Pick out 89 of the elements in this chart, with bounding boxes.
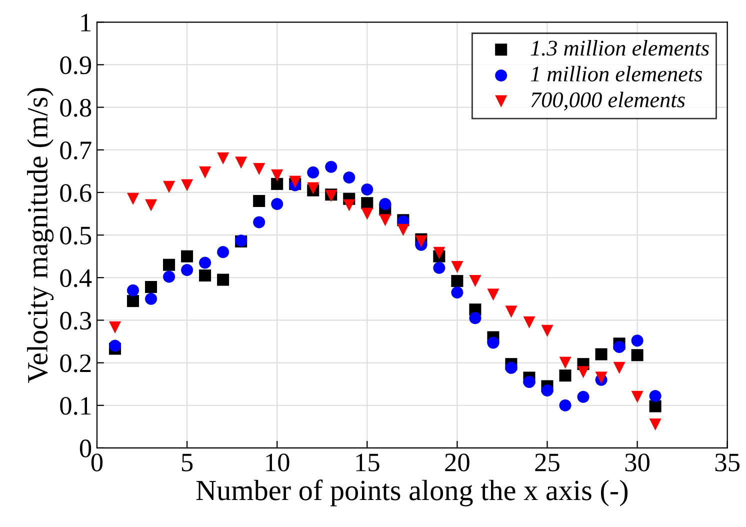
- x-tick-label: 10: [266, 454, 290, 472]
- point: [559, 370, 572, 382]
- point: [577, 390, 590, 403]
- y-axis-title: Velocity magnitude (m/s): [27, 88, 54, 383]
- point: [253, 163, 266, 176]
- y-tick-label: 0.7: [60, 141, 92, 160]
- point: [397, 224, 410, 236]
- point: [631, 390, 644, 403]
- point: [181, 264, 194, 276]
- point: [343, 199, 356, 212]
- point: [649, 418, 662, 431]
- point: [649, 400, 662, 412]
- point: [433, 262, 446, 274]
- point: [271, 198, 284, 210]
- point: [523, 316, 536, 328]
- y-tick-label: 0.5: [60, 226, 92, 245]
- point: [631, 334, 644, 347]
- point: [451, 275, 464, 288]
- point: [559, 399, 572, 412]
- point: [361, 183, 374, 196]
- point: [523, 376, 536, 388]
- y-tick-label: 0.1: [60, 396, 91, 415]
- x-tick-label: 25: [535, 454, 560, 472]
- y-tick-label: 0.6: [60, 184, 92, 202]
- point: [487, 336, 500, 349]
- x-tick-label: 20: [445, 454, 470, 472]
- point: [613, 362, 626, 374]
- y-tick-label: 0.9: [60, 56, 92, 74]
- y-tick-label: 0.3: [60, 312, 92, 330]
- point: [253, 194, 266, 207]
- point: [144, 199, 158, 212]
- point: [379, 198, 392, 210]
- point: [469, 312, 482, 324]
- point: [199, 166, 212, 178]
- x-tick-label: 0: [91, 454, 103, 472]
- point: [163, 258, 176, 271]
- point: [126, 295, 140, 308]
- point: [541, 384, 554, 396]
- y-tick-label: 0: [80, 440, 92, 458]
- point: [649, 390, 662, 402]
- point: [541, 324, 554, 337]
- point: [271, 178, 284, 190]
- point: [631, 349, 644, 362]
- x-axis-title: Number of points along the x axis (-): [196, 480, 628, 506]
- point: [433, 246, 446, 259]
- y-tick-label: 0.2: [60, 354, 91, 372]
- point: [217, 246, 230, 258]
- point: [487, 288, 500, 301]
- legend-label: 1 million elemenets: [530, 66, 702, 82]
- x-tick-label: 5: [182, 454, 193, 472]
- point: [559, 356, 572, 369]
- point: [181, 250, 194, 262]
- point: [181, 179, 194, 192]
- point: [307, 166, 320, 178]
- point: [595, 348, 608, 360]
- point: [217, 274, 230, 286]
- point: [451, 286, 464, 299]
- x-tick-label: 15: [356, 454, 380, 472]
- point: [235, 156, 248, 169]
- point: [361, 208, 374, 220]
- point: [343, 172, 356, 184]
- x-tick-label: 30: [625, 454, 650, 472]
- point: [163, 180, 176, 193]
- point: [253, 216, 266, 228]
- point: [126, 192, 140, 205]
- point: [271, 169, 284, 182]
- point: [163, 270, 176, 283]
- point: [199, 256, 212, 269]
- point: [325, 160, 338, 173]
- point: [126, 284, 140, 296]
- legend-label: 1.3 million elements: [530, 40, 709, 56]
- point: [379, 214, 392, 226]
- legend-label: 700,000 elements: [531, 92, 685, 111]
- point: [108, 340, 122, 352]
- point: [199, 269, 212, 282]
- point: [144, 292, 158, 305]
- point: [577, 366, 590, 378]
- point: [505, 362, 518, 374]
- y-tick-label: 0.4: [60, 269, 92, 288]
- point: [505, 306, 518, 318]
- y-tick-label: 1: [81, 14, 91, 32]
- point: [451, 260, 464, 273]
- point: [217, 152, 230, 164]
- point: [144, 280, 158, 294]
- point: [613, 341, 626, 354]
- point: [469, 275, 482, 288]
- x-tick-label: 35: [715, 454, 740, 472]
- y-tick-label: 0.8: [60, 98, 92, 117]
- point: [108, 321, 122, 334]
